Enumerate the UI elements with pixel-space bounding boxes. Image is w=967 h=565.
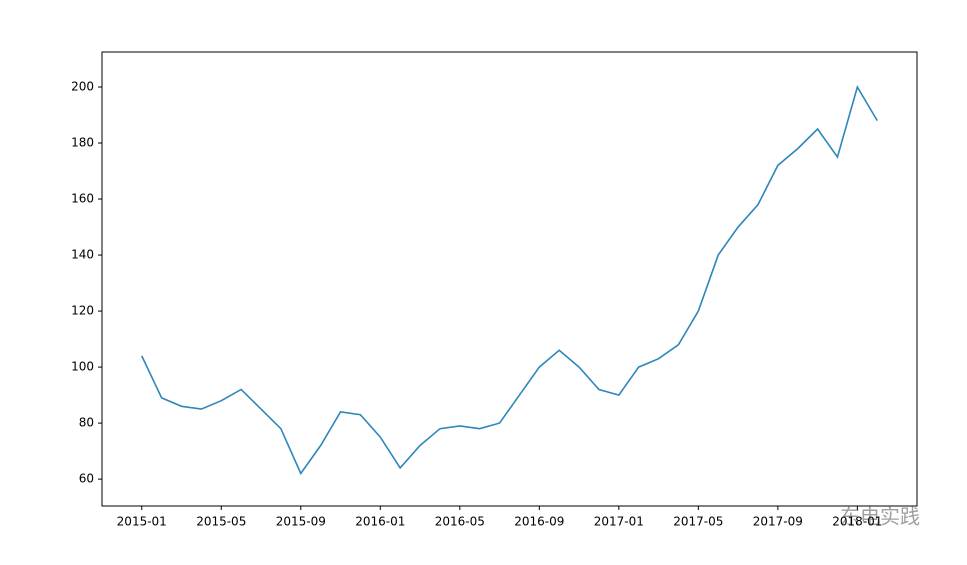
y-tick-label: 180 <box>71 136 94 150</box>
watermark: 东电实践 <box>840 505 920 529</box>
y-tick-label: 200 <box>71 80 94 94</box>
y-tick-label: 80 <box>79 416 94 430</box>
plot-frame <box>101 51 918 507</box>
x-tick-label: 2016-09 <box>514 515 564 529</box>
x-tick-label: 2016-01 <box>355 515 405 529</box>
price-line <box>141 84 878 476</box>
x-tick-label: 2015-09 <box>276 515 326 529</box>
x-tick-label: 2017-09 <box>753 515 803 529</box>
y-tick-label: 120 <box>71 304 94 318</box>
y-tick-label: 60 <box>79 472 94 486</box>
y-tick-label: 100 <box>71 360 94 374</box>
x-tick-label: 2017-01 <box>594 515 644 529</box>
x-tick-label: 2015-01 <box>117 515 167 529</box>
y-tick-label: 140 <box>71 248 94 262</box>
x-tick-label: 2017-05 <box>673 515 723 529</box>
x-tick-label: 2016-05 <box>435 515 485 529</box>
y-tick-label: 160 <box>71 192 94 206</box>
x-tick-label: 2018-01 <box>832 515 882 529</box>
x-tick-label: 2015-05 <box>196 515 246 529</box>
